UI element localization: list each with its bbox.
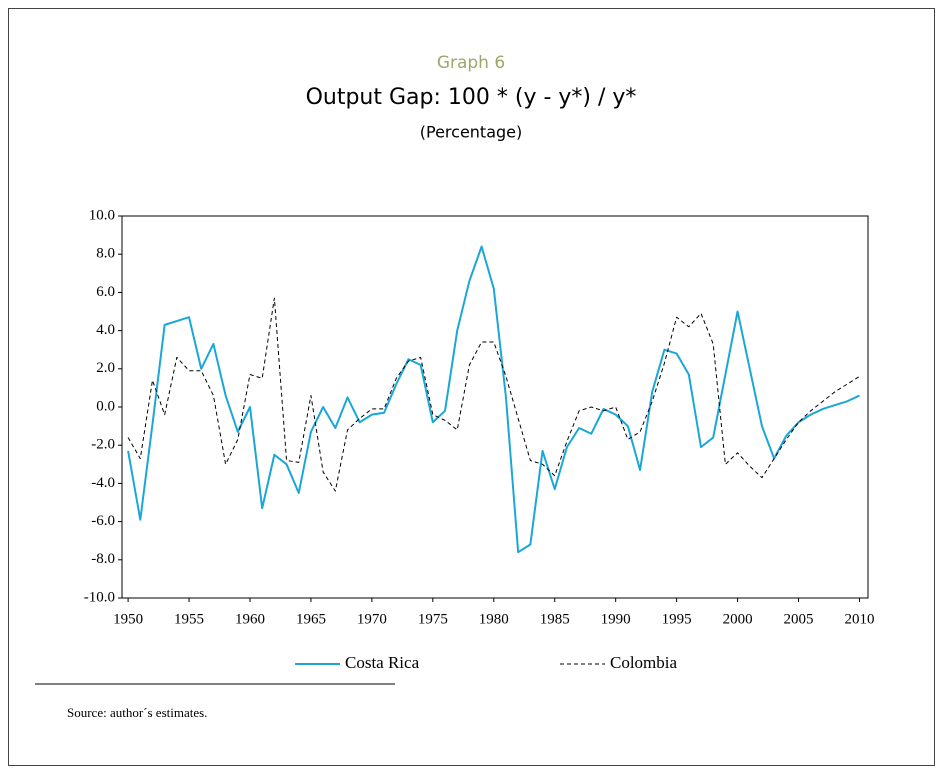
chart-subtitle: (Percentage) — [420, 123, 523, 142]
x-tick-label: 1985 — [540, 611, 570, 627]
x-tick-label: 2005 — [784, 611, 814, 627]
y-tick-label: 2.0 — [96, 360, 115, 376]
y-tick-label: 0.0 — [96, 398, 115, 414]
frame — [8, 8, 935, 766]
x-tick-label: 1975 — [418, 611, 448, 627]
x-tick-label: 1990 — [601, 611, 631, 627]
y-tick-label: -2.0 — [91, 437, 115, 453]
x-tick-label: 1965 — [296, 611, 326, 627]
plot-area — [121, 215, 869, 599]
y-tick-label: 4.0 — [96, 322, 115, 338]
x-tick-label: 2010 — [844, 611, 874, 627]
graph-number: Graph 6 — [437, 53, 505, 73]
x-tick-label: 1955 — [174, 611, 204, 627]
series-line — [127, 245, 860, 554]
x-tick-label: 1970 — [357, 611, 387, 627]
x-tick-label: 1995 — [662, 611, 692, 627]
y-tick-label: -10.0 — [84, 589, 115, 605]
legend-label: Costa Rica — [345, 653, 420, 672]
y-tick-label: 6.0 — [96, 284, 115, 300]
x-tick-label: 1950 — [113, 611, 143, 627]
chart-title: Output Gap: 100 * (y - y*) / y* — [306, 85, 637, 110]
x-tick-label: 1960 — [235, 611, 265, 627]
x-tick-label: 1980 — [479, 611, 509, 627]
y-tick-label: 8.0 — [96, 246, 115, 262]
source-note: Source: author´s estimates. — [67, 705, 207, 720]
y-tick-label: -8.0 — [91, 551, 115, 567]
legend-label: Colombia — [610, 653, 678, 672]
x-tick-label: 2000 — [723, 611, 753, 627]
y-tick-label: -6.0 — [91, 513, 115, 529]
series-line — [127, 297, 860, 492]
y-tick-label: 10.0 — [89, 207, 115, 223]
y-tick-label: -4.0 — [91, 475, 115, 491]
